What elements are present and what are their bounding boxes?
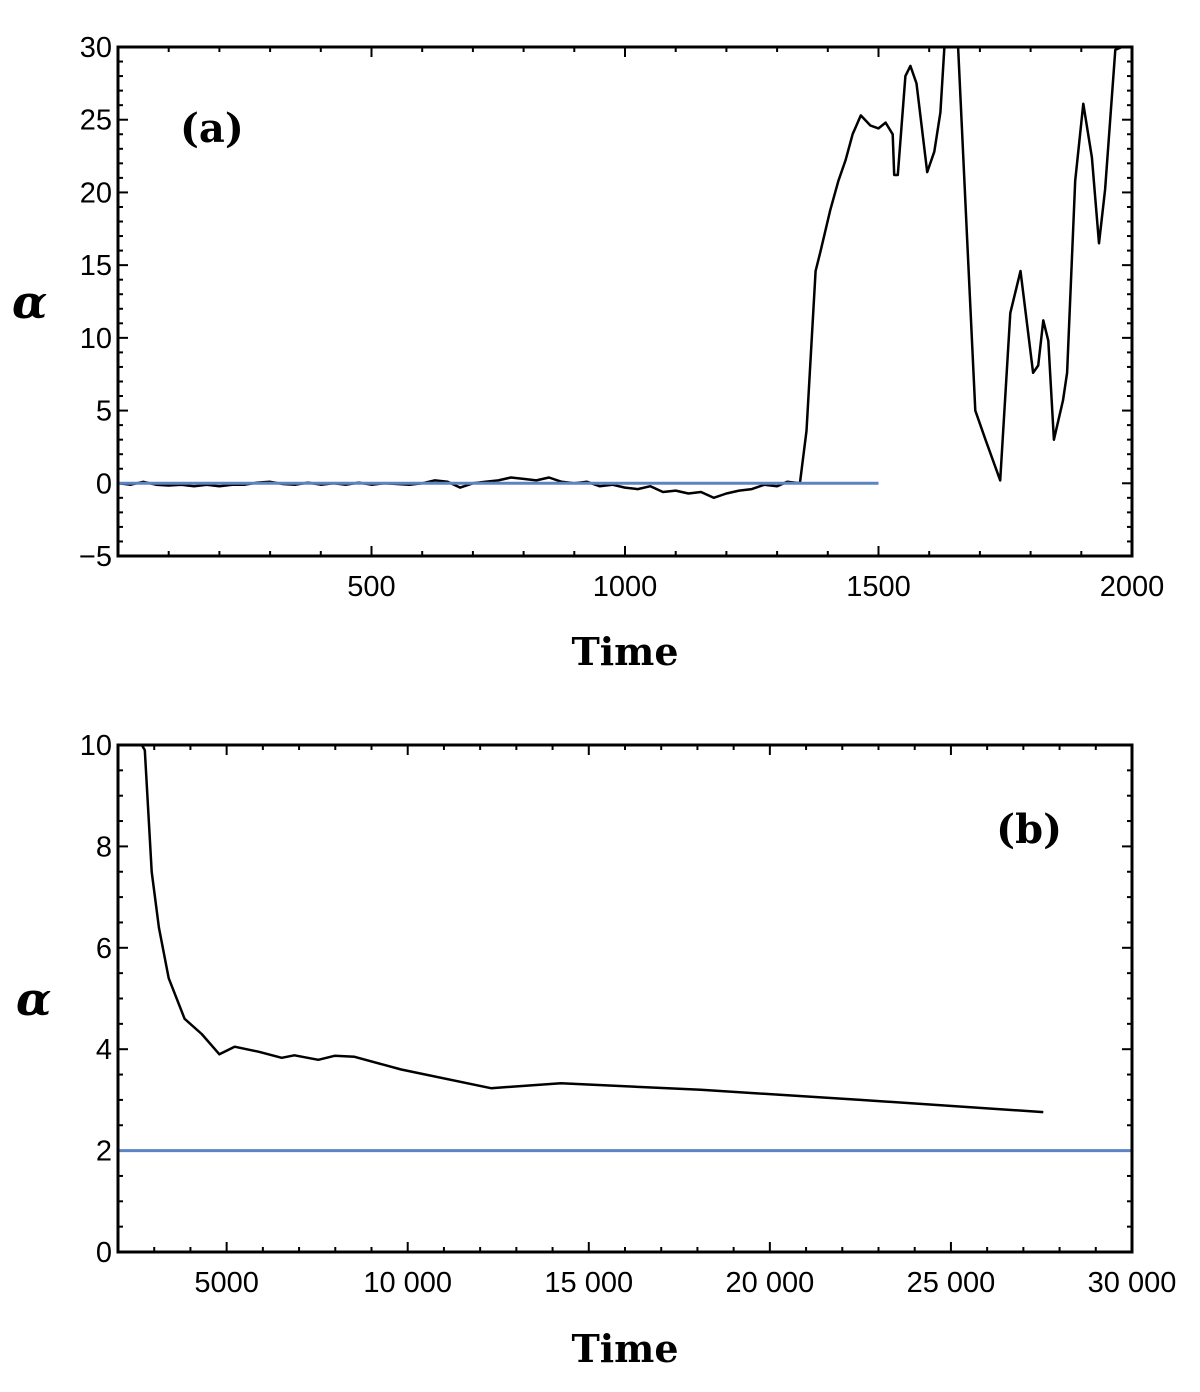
y-tick-label: 5: [96, 396, 112, 428]
y-tick-label: 30: [80, 32, 112, 64]
x-tick-label: 500: [347, 571, 395, 603]
y-tick-label: 20: [80, 177, 112, 209]
y-tick-label: −5: [79, 541, 112, 573]
plot-frame: [116, 45, 1134, 558]
panel-label: (a): [180, 105, 244, 152]
x-tick-label: 20 000: [726, 1267, 815, 1299]
panel-a: 500 1000 1500 2000 −5 0 5 10 15 20 25 30 Time α (a): [12, 32, 1164, 674]
panel-b: 5000 10 000 15 000 20 000 25 000 30 000 0 2 4 6 8 1…: [16, 730, 1176, 1371]
y-tick-label: 6: [96, 933, 112, 965]
series-group: [118, 47, 1123, 500]
series-line-alpha: [118, 47, 1123, 500]
x-tick-label: 2000: [1100, 571, 1165, 603]
y-tick-label: 8: [96, 831, 112, 863]
panel-label: (b): [996, 806, 1062, 853]
x-tick-label: 15 000: [544, 1267, 633, 1299]
x-tick-label: 5000: [194, 1267, 259, 1299]
y-tick-label: 25: [80, 105, 112, 137]
x-tick-label: 25 000: [907, 1267, 996, 1299]
plot-frame: [116, 743, 1134, 1254]
x-tick-label: 1500: [846, 571, 911, 603]
x-tick-label: 1000: [593, 571, 658, 603]
series-line-alpha: [140, 745, 1044, 1114]
y-tick-label: 0: [96, 1237, 112, 1269]
y-tick-label: 2: [96, 1136, 112, 1168]
x-tick-label: 30 000: [1088, 1267, 1177, 1299]
x-axis-label: Time: [571, 1326, 678, 1371]
y-axis-label: α: [12, 275, 47, 329]
series-group: [118, 745, 1132, 1153]
y-tick-label: 10: [80, 323, 112, 355]
x-axis-label: Time: [571, 629, 678, 674]
x-tick-label: 10 000: [363, 1267, 452, 1299]
y-tick-label: 0: [96, 468, 112, 500]
y-tick-label: 15: [80, 250, 112, 282]
y-tick-label: 10: [80, 730, 112, 762]
y-axis-label: α: [16, 972, 51, 1026]
y-tick-label: 4: [96, 1034, 112, 1066]
